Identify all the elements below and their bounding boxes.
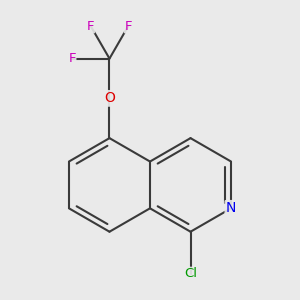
Text: Cl: Cl bbox=[184, 267, 197, 280]
Text: N: N bbox=[226, 201, 236, 215]
Text: O: O bbox=[104, 92, 115, 105]
Text: F: F bbox=[87, 20, 94, 33]
Text: F: F bbox=[68, 52, 76, 65]
Text: F: F bbox=[124, 20, 132, 33]
